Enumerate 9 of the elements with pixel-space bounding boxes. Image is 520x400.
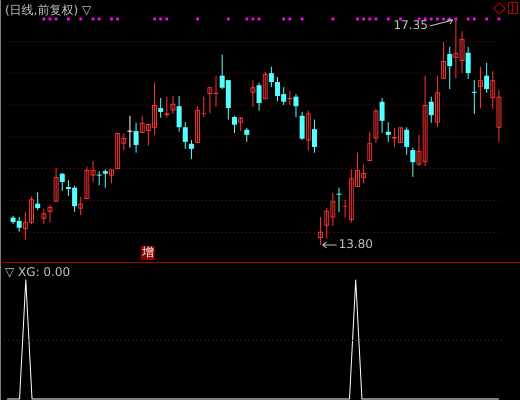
text: 增: [140, 245, 154, 260]
candlestick: [96, 171, 102, 186]
candlestick: [472, 80, 477, 114]
chart-title: ▽ XG: 0.00: [5, 265, 70, 279]
chart-title: (日线,前复权) ▽: [5, 2, 92, 19]
annotation: 17.35: [394, 18, 428, 32]
candlestick: [336, 188, 342, 212]
annotation: 13.80: [338, 237, 373, 252]
candlestick: [127, 116, 132, 148]
